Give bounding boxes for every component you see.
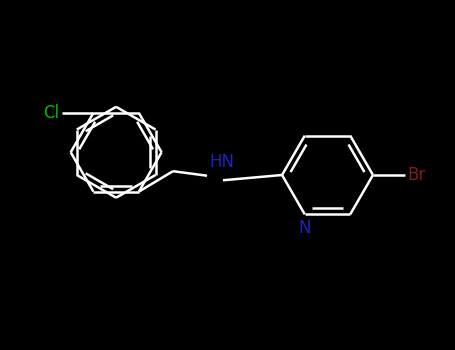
Text: Cl: Cl bbox=[43, 104, 59, 122]
Text: N: N bbox=[298, 219, 311, 237]
Text: HN: HN bbox=[209, 153, 234, 171]
Text: Br: Br bbox=[407, 166, 425, 184]
